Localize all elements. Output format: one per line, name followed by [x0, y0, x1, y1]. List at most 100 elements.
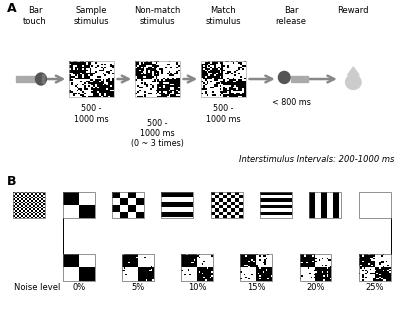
Bar: [207, 67, 208, 69]
Bar: [242, 73, 244, 74]
Bar: [150, 81, 152, 82]
Bar: [76, 88, 78, 90]
Bar: [214, 67, 216, 69]
Bar: [365, 262, 367, 263]
Bar: [308, 276, 309, 277]
Bar: [102, 62, 104, 64]
Bar: [156, 94, 157, 96]
Bar: [381, 210, 383, 212]
Bar: [71, 273, 72, 274]
Bar: [73, 70, 75, 72]
Bar: [87, 279, 88, 281]
Bar: [133, 258, 135, 259]
Bar: [31, 215, 33, 217]
Bar: [73, 207, 75, 208]
Bar: [102, 79, 104, 81]
Bar: [222, 81, 223, 82]
Bar: [376, 276, 378, 277]
Bar: [85, 207, 87, 208]
Bar: [132, 276, 133, 277]
Bar: [381, 192, 383, 193]
Bar: [142, 67, 144, 69]
Bar: [211, 277, 213, 278]
Bar: [359, 210, 361, 212]
Bar: [211, 260, 213, 262]
Bar: [143, 273, 144, 274]
Bar: [140, 202, 142, 203]
Bar: [215, 203, 217, 205]
Bar: [134, 205, 136, 207]
Bar: [330, 267, 331, 269]
Bar: [327, 208, 329, 210]
Bar: [120, 196, 122, 198]
Bar: [317, 207, 319, 208]
Bar: [23, 193, 25, 195]
Bar: [176, 69, 178, 70]
Bar: [189, 258, 191, 259]
Bar: [101, 85, 102, 87]
Bar: [118, 215, 120, 217]
Bar: [120, 215, 122, 217]
Bar: [264, 266, 266, 267]
Bar: [166, 195, 167, 196]
Bar: [84, 73, 86, 74]
Bar: [78, 64, 80, 65]
Bar: [91, 256, 93, 258]
Text: Sample
stimulus: Sample stimulus: [74, 6, 109, 26]
Bar: [367, 273, 368, 274]
Bar: [135, 260, 136, 262]
Bar: [116, 203, 118, 205]
Bar: [167, 205, 169, 207]
Bar: [183, 269, 184, 270]
Bar: [220, 84, 222, 85]
Bar: [250, 270, 252, 271]
Bar: [202, 271, 204, 273]
Bar: [216, 84, 218, 85]
Bar: [187, 193, 189, 195]
Bar: [288, 202, 290, 203]
Bar: [90, 76, 92, 77]
Bar: [122, 260, 124, 262]
Bar: [208, 76, 210, 77]
Bar: [240, 208, 242, 210]
Bar: [363, 215, 365, 217]
Bar: [367, 208, 369, 210]
Bar: [210, 90, 212, 91]
Bar: [263, 258, 264, 259]
Bar: [157, 73, 159, 74]
Bar: [376, 258, 378, 259]
Bar: [136, 193, 138, 195]
Bar: [188, 269, 189, 270]
Bar: [92, 67, 93, 69]
Bar: [301, 263, 303, 265]
Bar: [79, 255, 80, 256]
Bar: [327, 202, 329, 203]
Bar: [260, 195, 262, 196]
Bar: [148, 82, 150, 84]
Bar: [187, 210, 189, 212]
Bar: [266, 205, 268, 207]
Bar: [242, 269, 244, 270]
Bar: [256, 255, 258, 256]
Bar: [169, 200, 171, 202]
Bar: [194, 255, 196, 256]
Bar: [19, 203, 21, 205]
Bar: [196, 254, 197, 255]
Bar: [369, 200, 371, 202]
Bar: [163, 90, 165, 91]
Bar: [240, 196, 242, 198]
Bar: [90, 72, 92, 73]
Bar: [167, 62, 168, 64]
Bar: [204, 269, 205, 270]
Bar: [142, 79, 144, 81]
Bar: [141, 94, 142, 96]
Bar: [227, 76, 229, 77]
Bar: [77, 262, 79, 263]
Bar: [186, 269, 188, 270]
Bar: [276, 217, 278, 218]
Bar: [137, 61, 139, 62]
Bar: [41, 208, 43, 210]
Bar: [135, 79, 137, 81]
Bar: [39, 210, 41, 212]
Bar: [270, 271, 272, 273]
